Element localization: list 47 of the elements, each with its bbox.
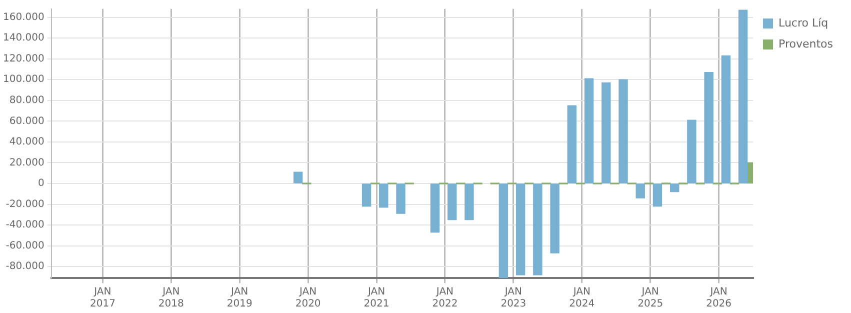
y-tick-label: 140.000 xyxy=(2,32,44,44)
bar xyxy=(550,184,560,254)
bar xyxy=(362,184,372,207)
bar xyxy=(652,184,662,207)
bar xyxy=(602,82,611,184)
bar xyxy=(533,184,542,276)
bar xyxy=(721,55,731,184)
bar xyxy=(498,184,508,278)
x-tick-label: JAN 2023 xyxy=(500,286,526,310)
y-tick-label: 160.000 xyxy=(2,12,44,23)
bar xyxy=(636,184,645,198)
bar xyxy=(567,105,577,184)
y-tick-label: 80.000 xyxy=(9,94,44,106)
x-tick-label: JAN 2019 xyxy=(226,286,252,310)
y-tick-label: 20.000 xyxy=(9,157,44,168)
bar xyxy=(584,78,594,184)
bar xyxy=(430,184,440,233)
bar xyxy=(516,184,526,276)
x-tick-label: JAN 2021 xyxy=(364,286,390,310)
bar xyxy=(293,172,303,184)
x-tick-label: JAN 2017 xyxy=(90,286,116,310)
y-tick-label: -40.000 xyxy=(6,220,44,231)
x-tick-label: JAN 2020 xyxy=(295,286,321,310)
bar xyxy=(618,79,628,184)
bar xyxy=(704,72,714,184)
y-tick-label: 100.000 xyxy=(2,74,44,86)
legend-label: Proventos xyxy=(778,37,834,50)
y-tick-label: 120.000 xyxy=(2,53,44,64)
y-tick-label: -60.000 xyxy=(6,240,44,252)
bar xyxy=(379,184,388,208)
x-tick-label: JAN 2018 xyxy=(158,286,184,310)
bar xyxy=(670,184,680,192)
y-tick-label: 60.000 xyxy=(9,116,44,127)
x-tick-label: JAN 2022 xyxy=(432,286,458,310)
bar xyxy=(738,10,748,184)
bar xyxy=(447,184,457,220)
x-tick-label: JAN 2024 xyxy=(569,286,595,310)
x-tick-label: JAN 2026 xyxy=(706,286,732,310)
y-tick-label: 40.000 xyxy=(9,136,44,148)
y-tick-label: -80.000 xyxy=(6,261,44,272)
y-tick-label: 0 xyxy=(38,178,44,190)
x-tick-label: JAN 2025 xyxy=(638,286,664,310)
bar xyxy=(687,120,696,184)
bar xyxy=(396,184,406,214)
legend-label: Lucro Líq xyxy=(778,16,828,30)
bar xyxy=(464,184,474,220)
y-tick-label: -20.000 xyxy=(6,198,44,210)
